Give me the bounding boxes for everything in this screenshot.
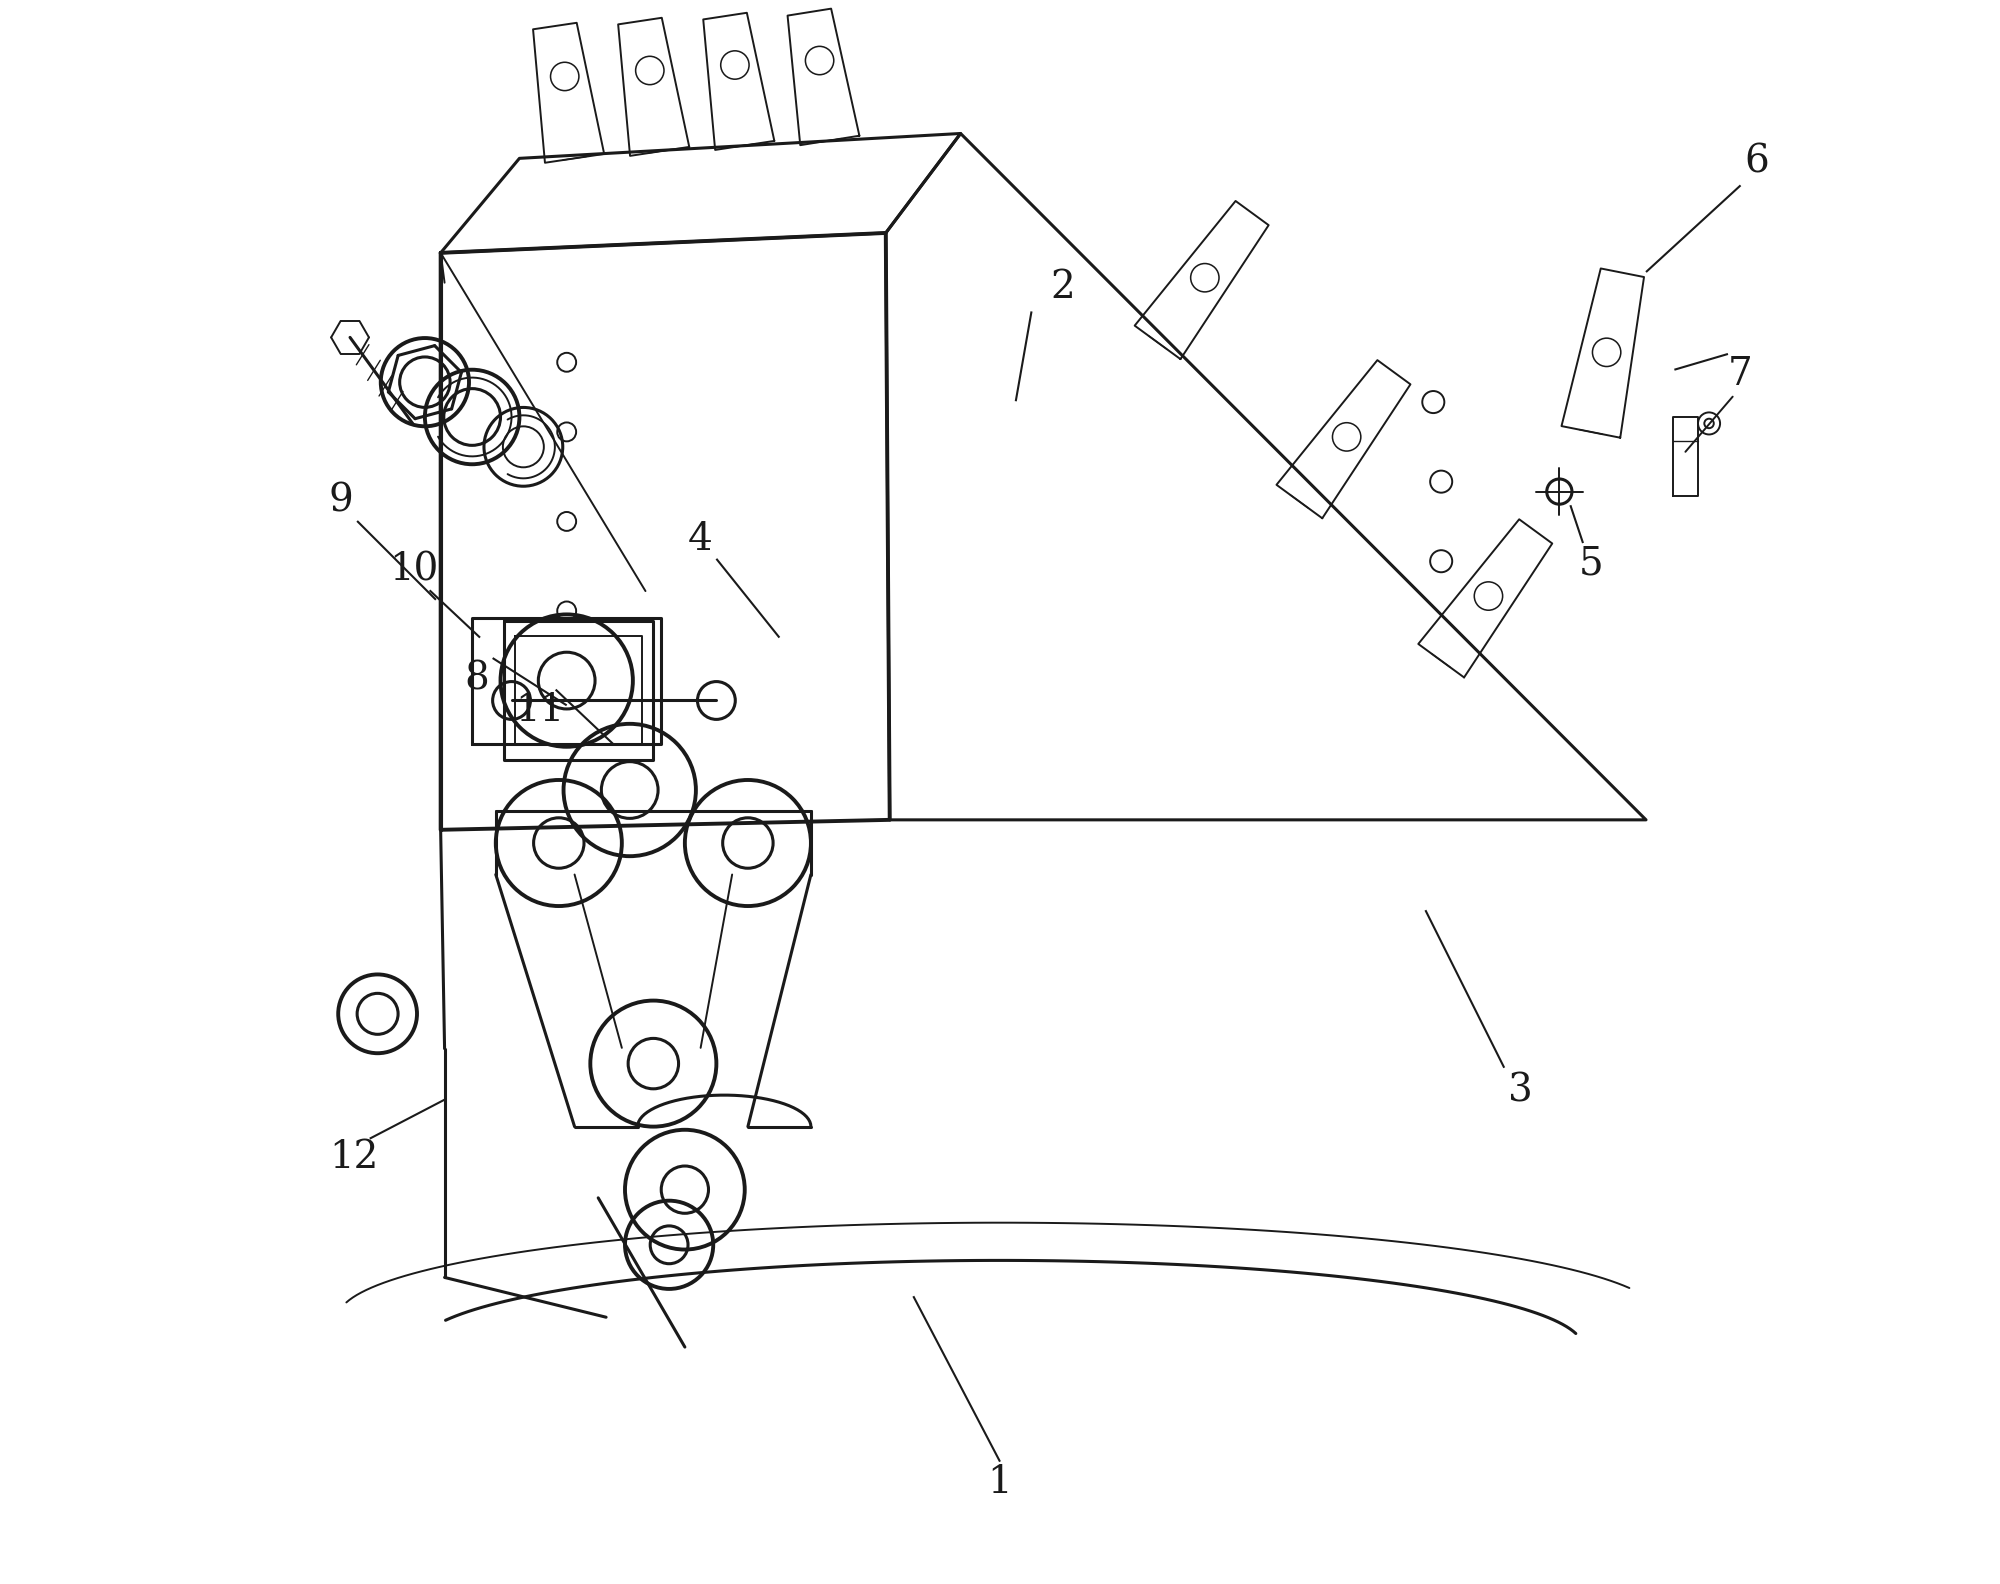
Text: 4: 4: [688, 521, 714, 559]
Text: 5: 5: [1578, 545, 1604, 581]
Text: 11: 11: [516, 692, 564, 729]
Text: 10: 10: [390, 551, 438, 588]
Text: 3: 3: [1508, 1072, 1532, 1110]
Text: 6: 6: [1744, 143, 1768, 181]
Text: 9: 9: [328, 482, 354, 520]
Text: 7: 7: [1728, 356, 1752, 393]
Text: 2: 2: [1050, 269, 1076, 306]
Text: 8: 8: [464, 661, 490, 697]
Text: 1: 1: [988, 1464, 1012, 1500]
Text: 12: 12: [330, 1139, 378, 1175]
